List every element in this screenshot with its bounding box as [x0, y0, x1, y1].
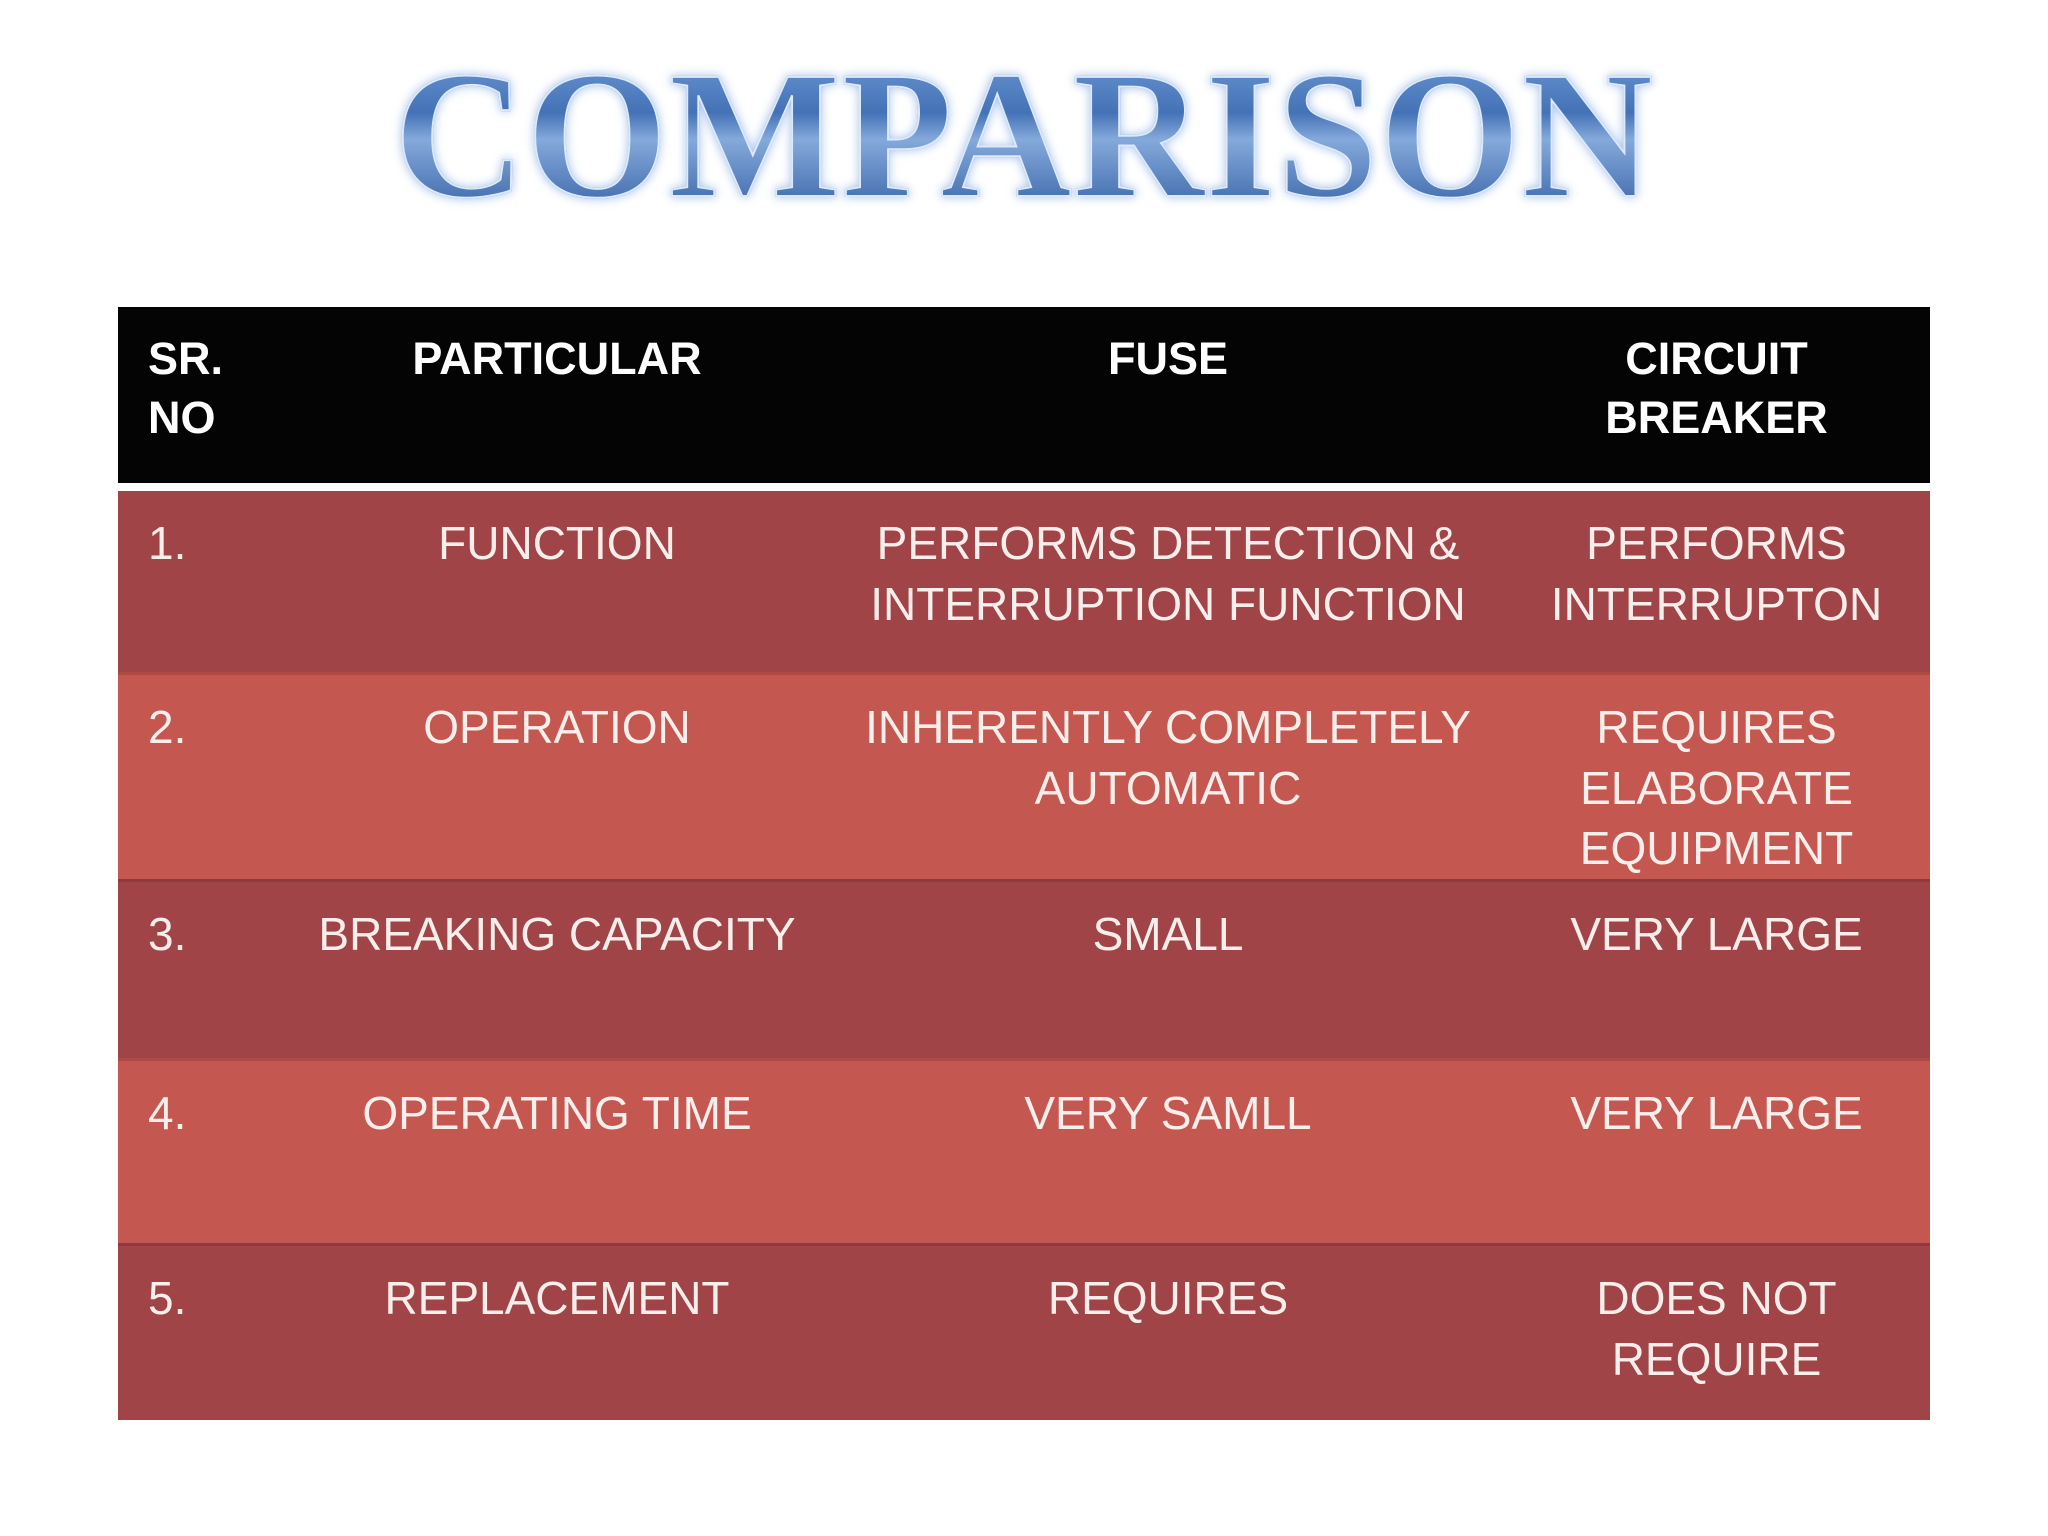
header-fuse: FUSE — [1107, 333, 1228, 384]
cell-fuse: INHERENTLY COMPLETELY AUTOMATIC — [865, 701, 1471, 814]
cell-fuse: VERY SAMLL — [1024, 1087, 1312, 1140]
cell-fuse: REQUIRES — [1047, 1272, 1289, 1325]
table-row: 4. OPERATING TIME VERY SAMLL VERY LARGE — [118, 1058, 1930, 1244]
cell-circuit-breaker: PERFORMS INTERRUPTON — [1550, 517, 1883, 630]
cell-fuse: SMALL — [1092, 908, 1244, 961]
table-row: 1. FUNCTION PERFORMS DETECTION & INTERRUPT… — [118, 491, 1930, 672]
cell-particular: OPERATION — [423, 701, 691, 753]
cell-sr-no: 4. — [148, 1087, 187, 1140]
comparison-table: SR. NO PARTICULAR FUSE CIRCUIT BREAKER 1… — [118, 307, 1930, 1421]
table-body: 1. FUNCTION PERFORMS DETECTION & INTERRUPT… — [118, 491, 1930, 1421]
cell-circuit-breaker: REQUIRES ELABORATE EQUIPMENT — [1579, 701, 1854, 875]
table-row: 2. OPERATION INHERENTLY COMPLETELY AUTOMAT… — [118, 672, 1930, 880]
cell-circuit-breaker: VERY LARGE — [1570, 908, 1863, 961]
table-header-row: SR. NO PARTICULAR FUSE CIRCUIT BREAKER — [118, 307, 1930, 483]
cell-particular: BREAKING CAPACITY — [318, 908, 796, 961]
cell-particular: FUNCTION — [438, 517, 676, 569]
cell-sr-no: 2. — [148, 701, 187, 753]
cell-sr-no: 5. — [148, 1272, 187, 1325]
table-row: 5. REPLACEMENT REQUIRES DOES NOT REQUIRE — [118, 1243, 1930, 1421]
cell-particular: REPLACEMENT — [384, 1272, 730, 1325]
page-title: COMPARISON — [393, 35, 1655, 236]
cell-particular: OPERATING TIME — [362, 1087, 752, 1140]
header-circuit-breaker: CIRCUIT BREAKER — [1605, 333, 1828, 444]
cell-fuse: PERFORMS DETECTION & INTERRUPTION FUNCTI… — [870, 517, 1466, 630]
cell-circuit-breaker: VERY LARGE — [1570, 1087, 1863, 1140]
table-row: 3. BREAKING CAPACITY SMALL VERY LARGE — [118, 879, 1930, 1059]
title-container: COMPARISON — [0, 35, 2048, 236]
cell-circuit-breaker: DOES NOT REQUIRE — [1596, 1272, 1837, 1385]
cell-sr-no: 3. — [148, 908, 187, 961]
cell-sr-no: 1. — [148, 517, 187, 569]
header-particular: PARTICULAR — [412, 333, 702, 384]
header-sr-no: SR. NO — [148, 333, 224, 444]
